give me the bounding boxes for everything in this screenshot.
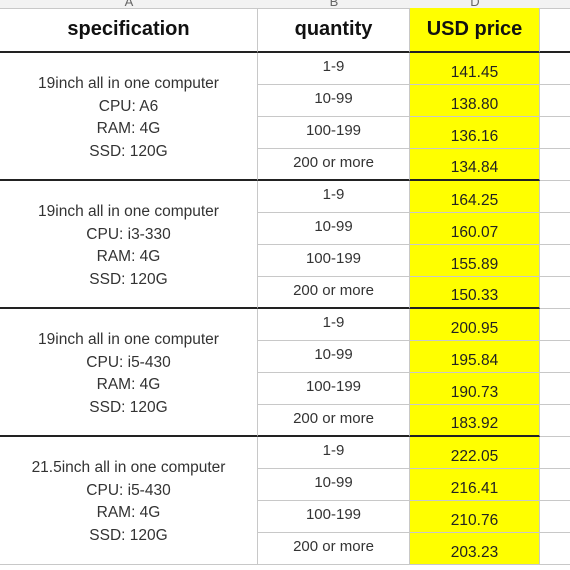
price-cell[interactable]: 160.07 (410, 213, 540, 245)
quantity-cell[interactable]: 10-99 (258, 469, 410, 501)
spec-line: CPU: i5-430 (86, 481, 171, 499)
empty-cell[interactable] (540, 437, 570, 469)
empty-cell[interactable] (540, 117, 570, 149)
quantity-cell[interactable]: 100-199 (258, 117, 410, 149)
spec-line: RAM: 4G (96, 120, 161, 137)
specification-cell[interactable]: 19inch all in one computer CPU: A6 RAM: 4G… (0, 53, 258, 181)
quantity-cell[interactable]: 10-99 (258, 85, 410, 117)
empty-cell[interactable] (540, 213, 570, 245)
price-cell[interactable]: 203.23 (410, 533, 540, 565)
empty-cell[interactable] (540, 501, 570, 533)
column-header-e[interactable] (540, 0, 570, 9)
spec-line: SSD: 120G (89, 270, 168, 288)
column-header-b[interactable]: B (258, 0, 410, 9)
spec-line: SSD: 120G (89, 398, 168, 416)
empty-cell[interactable] (540, 373, 570, 405)
column-letter: A (124, 0, 134, 9)
header-specification[interactable]: specification (0, 8, 258, 53)
quantity-cell[interactable]: 100-199 (258, 501, 410, 533)
column-header-a[interactable]: A (0, 0, 258, 9)
spec-line: 19inch all in one computer (38, 75, 219, 92)
quantity-cell[interactable]: 1-9 (258, 181, 410, 213)
quantity-cell[interactable]: 200 or more (258, 149, 410, 181)
price-cell[interactable]: 222.05 (410, 437, 540, 469)
price-cell[interactable]: 190.73 (410, 373, 540, 405)
spec-line: RAM: 4G (96, 376, 161, 393)
header-quantity[interactable]: quantity (258, 8, 410, 53)
empty-cell[interactable] (540, 341, 570, 373)
spec-line: 21.5inch all in one computer (31, 459, 226, 476)
price-cell[interactable]: 150.33 (410, 277, 540, 309)
empty-cell[interactable] (540, 405, 570, 437)
quantity-cell[interactable]: 1-9 (258, 309, 410, 341)
specification-cell[interactable]: 21.5inch all in one computer CPU: i5-430 R… (0, 437, 258, 565)
price-cell[interactable]: 164.25 (410, 181, 540, 213)
column-letter: B (329, 0, 339, 9)
price-cell[interactable]: 183.92 (410, 405, 540, 437)
empty-cell[interactable] (540, 149, 570, 181)
quantity-cell[interactable]: 100-199 (258, 373, 410, 405)
spec-line: SSD: 120G (89, 142, 168, 160)
header-empty-cell[interactable] (540, 8, 570, 53)
quantity-cell[interactable]: 10-99 (258, 213, 410, 245)
empty-cell[interactable] (540, 309, 570, 341)
spec-line: 19inch all in one computer (38, 203, 219, 220)
price-cell[interactable]: 195.84 (410, 341, 540, 373)
spec-line: CPU: A6 (98, 97, 159, 115)
quantity-cell[interactable]: 1-9 (258, 437, 410, 469)
spec-line: CPU: i5-430 (86, 353, 171, 371)
empty-cell[interactable] (540, 277, 570, 309)
price-cell[interactable]: 134.84 (410, 149, 540, 181)
specification-cell[interactable]: 19inch all in one computer CPU: i5-430 RAM… (0, 309, 258, 437)
quantity-cell[interactable]: 200 or more (258, 533, 410, 565)
quantity-cell[interactable]: 100-199 (258, 245, 410, 277)
price-cell[interactable]: 155.89 (410, 245, 540, 277)
column-letter: D (470, 0, 480, 9)
spec-line: RAM: 4G (96, 248, 161, 265)
spec-line: CPU: i3-330 (86, 225, 171, 243)
empty-cell[interactable] (540, 85, 570, 117)
empty-cell[interactable] (540, 245, 570, 277)
empty-cell[interactable] (540, 181, 570, 213)
quantity-cell[interactable]: 1-9 (258, 53, 410, 85)
specification-cell[interactable]: 19inch all in one computer CPU: i3-330 RAM… (0, 181, 258, 309)
empty-cell[interactable] (540, 53, 570, 85)
price-cell[interactable]: 138.80 (410, 85, 540, 117)
spec-line: 19inch all in one computer (38, 331, 219, 348)
price-cell[interactable]: 136.16 (410, 117, 540, 149)
header-usd-price[interactable]: USD price (410, 8, 540, 53)
price-cell[interactable]: 216.41 (410, 469, 540, 501)
quantity-cell[interactable]: 10-99 (258, 341, 410, 373)
price-cell[interactable]: 200.95 (410, 309, 540, 341)
quantity-cell[interactable]: 200 or more (258, 277, 410, 309)
price-cell[interactable]: 210.76 (410, 501, 540, 533)
empty-cell[interactable] (540, 533, 570, 565)
price-cell[interactable]: 141.45 (410, 53, 540, 85)
quantity-cell[interactable]: 200 or more (258, 405, 410, 437)
spec-line: SSD: 120G (89, 526, 168, 544)
spec-line: RAM: 4G (96, 504, 161, 521)
empty-cell[interactable] (540, 469, 570, 501)
